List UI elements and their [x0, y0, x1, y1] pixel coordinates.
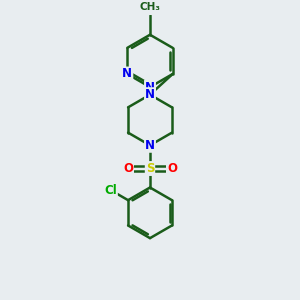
- Text: CH₃: CH₃: [140, 2, 160, 12]
- Text: O: O: [167, 162, 177, 175]
- Text: N: N: [145, 88, 155, 101]
- Text: N: N: [122, 68, 132, 80]
- Text: N: N: [145, 139, 155, 152]
- Text: O: O: [123, 162, 133, 175]
- Text: Cl: Cl: [104, 184, 117, 196]
- Text: N: N: [145, 81, 155, 94]
- Text: S: S: [146, 162, 154, 175]
